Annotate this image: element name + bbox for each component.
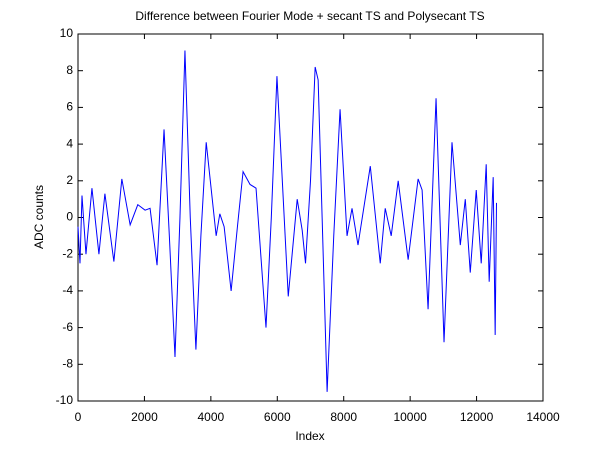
chart-title: Difference between Fourier Mode + secant… [135,9,484,23]
y-tick-label: 6 [66,100,73,114]
x-tick-label: 10000 [393,410,427,424]
x-axis-label: Index [295,429,324,443]
x-tick-label: 0 [75,410,82,424]
data-line [77,50,497,392]
y-axis-label: ADC counts [32,185,46,249]
y-tick-label: -6 [62,320,73,334]
x-tick-label: 4000 [198,410,225,424]
x-tick-label: 2000 [131,410,158,424]
y-tick-label: 10 [60,26,74,40]
y-tick-label: -2 [62,246,73,260]
y-tick-label: 0 [66,210,73,224]
y-tick-label: -4 [62,283,73,297]
x-tick-label: 8000 [330,410,357,424]
y-tick-label: -8 [62,356,73,370]
y-tick-label: 8 [66,63,73,77]
x-tick-label: 14000 [526,410,560,424]
y-tick-label: 4 [66,136,73,150]
x-tick-label: 6000 [264,410,291,424]
y-tick-label: -10 [56,393,74,407]
x-tick-label: 12000 [460,410,494,424]
y-tick-label: 2 [66,173,73,187]
